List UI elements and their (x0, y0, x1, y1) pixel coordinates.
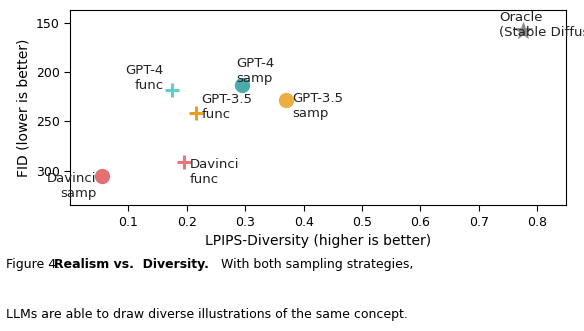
Text: With both sampling strategies,: With both sampling strategies, (213, 258, 413, 271)
Text: Davinci
samp: Davinci samp (47, 172, 96, 200)
Y-axis label: FID (lower is better): FID (lower is better) (16, 38, 30, 177)
Text: Oracle
(Stable Diffusion): Oracle (Stable Diffusion) (499, 11, 584, 39)
Text: Davinci
func: Davinci func (190, 158, 239, 186)
Text: LLMs are able to draw diverse illustrations of the same concept.: LLMs are able to draw diverse illustrati… (6, 308, 408, 321)
X-axis label: LPIPS-Diversity (higher is better): LPIPS-Diversity (higher is better) (205, 234, 432, 248)
Text: GPT-3.5
func: GPT-3.5 func (201, 93, 252, 121)
Text: GPT-4
samp: GPT-4 samp (237, 57, 274, 85)
Text: GPT-3.5
samp: GPT-3.5 samp (292, 92, 343, 120)
Text: Realism vs.  Diversity.: Realism vs. Diversity. (54, 258, 208, 271)
Text: Figure 4.: Figure 4. (6, 258, 68, 271)
Text: GPT-4
func: GPT-4 func (126, 64, 164, 92)
